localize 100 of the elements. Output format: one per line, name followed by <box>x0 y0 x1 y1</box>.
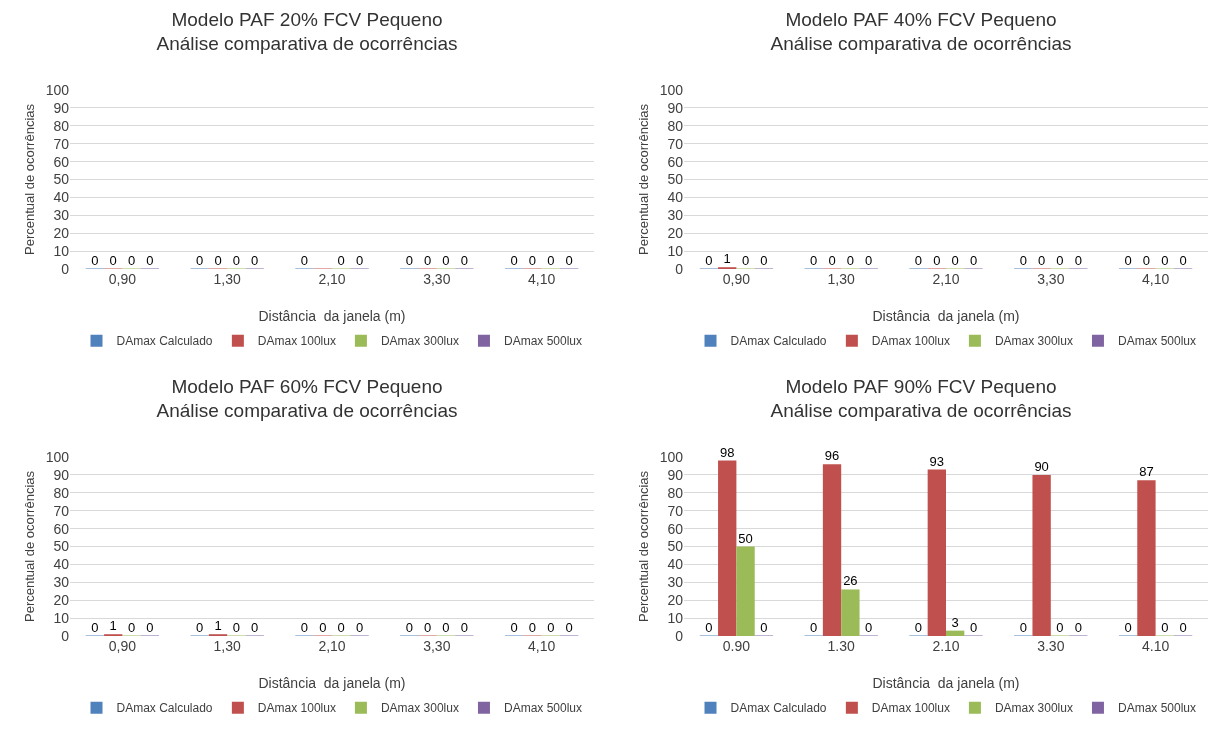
y-tick-label: 20 <box>667 592 684 609</box>
y-tick-label: 90 <box>53 99 70 116</box>
data-label: 0 <box>1074 619 1082 635</box>
y-tick-label: 80 <box>53 484 70 501</box>
y-tick-label: 90 <box>667 99 684 116</box>
legend-label: DAmax 300lux <box>380 701 459 716</box>
bar <box>841 589 860 636</box>
data-label: 0 <box>109 252 117 268</box>
data-label: 0 <box>251 252 259 268</box>
y-tick-label: 10 <box>53 243 70 259</box>
data-label: 0 <box>196 252 204 268</box>
data-label: 1 <box>723 251 731 267</box>
y-tick-label: 100 <box>45 448 70 465</box>
data-label: 0 <box>865 252 873 268</box>
data-label: 0 <box>760 252 768 268</box>
data-label: 0 <box>442 252 450 268</box>
y-axis-title: Percentual de ocorrências <box>636 103 651 256</box>
data-label: 0 <box>146 619 154 635</box>
data-label: 98 <box>720 444 735 460</box>
x-tick-label: 3.30 <box>1037 638 1065 654</box>
x-tick-label: 4,10 <box>1141 271 1170 287</box>
data-label: 0 <box>1124 619 1132 635</box>
y-tick-label: 10 <box>667 243 684 259</box>
chart-title: Modelo PAF 60% FCV Pequeno Análise comparativa de ocorrências <box>156 375 458 422</box>
y-tick-label: 30 <box>667 574 684 591</box>
legend-label: DAmax 500lux <box>1117 701 1197 716</box>
y-tick-label: 70 <box>667 502 684 519</box>
bar <box>736 546 755 636</box>
data-label: 0 <box>337 252 345 268</box>
data-label: 0 <box>442 619 450 635</box>
bar <box>1032 474 1051 636</box>
y-tick-label: 80 <box>667 117 684 134</box>
data-label: 0 <box>251 619 259 635</box>
y-tick-label: 90 <box>53 466 70 483</box>
y-tick-label: 60 <box>667 520 684 537</box>
x-tick-label: 0.90 <box>722 638 751 654</box>
x-tick-label: 2,10 <box>932 271 960 287</box>
data-label: 0 <box>460 252 468 268</box>
y-axis-title: Percentual de ocorrências <box>22 103 37 256</box>
y-tick-label: 50 <box>53 171 70 188</box>
data-label: 0 <box>705 619 713 635</box>
bar <box>927 469 946 636</box>
data-label: 93 <box>929 453 945 469</box>
y-tick-label: 60 <box>667 153 684 170</box>
y-tick-label: 100 <box>659 81 684 98</box>
data-label: 1 <box>214 618 222 634</box>
data-label: 0 <box>405 252 413 268</box>
data-label: 0 <box>337 619 345 635</box>
x-axis-title: Distância da janela (m) <box>872 675 1020 691</box>
data-label: 0 <box>232 252 240 268</box>
legend-label: DAmax 100lux <box>871 701 950 716</box>
data-label: 26 <box>843 573 858 589</box>
x-tick-label: 4,10 <box>527 271 556 287</box>
y-tick-label: 60 <box>53 153 70 170</box>
data-label: 0 <box>1056 252 1064 268</box>
data-label: 0 <box>1056 619 1064 635</box>
data-label: 0 <box>810 252 818 268</box>
y-axis-title: Percentual de ocorrências <box>636 470 651 623</box>
legend-label: DAmax Calculado <box>116 701 213 716</box>
legend-label: DAmax 500lux <box>503 701 583 716</box>
data-label: 0 <box>424 619 432 635</box>
bar <box>946 630 965 636</box>
data-label: 0 <box>951 252 959 268</box>
data-label: 0 <box>969 619 978 635</box>
x-tick-label: 1,30 <box>213 271 242 287</box>
x-tick-label: 1,30 <box>827 271 856 287</box>
y-tick-label: 40 <box>53 556 70 573</box>
legend-label: DAmax 300lux <box>380 334 459 349</box>
bar <box>822 464 842 636</box>
y-tick-label: 40 <box>667 189 684 206</box>
data-label: 0 <box>510 619 518 635</box>
data-label: 0 <box>127 619 136 635</box>
x-tick-label: 2,10 <box>318 271 346 287</box>
data-label: 0 <box>424 252 432 268</box>
data-label: 0 <box>300 252 309 268</box>
data-label: 0 <box>914 619 923 635</box>
x-tick-label: 0,90 <box>722 271 751 287</box>
data-label: 0 <box>547 252 555 268</box>
chart-title: Modelo PAF 20% FCV Pequeno Análise comparativa de ocorrências <box>156 8 458 55</box>
data-label: 3 <box>951 614 959 630</box>
data-label: 90 <box>1034 458 1049 474</box>
data-label: 0 <box>91 252 99 268</box>
y-tick-label: 20 <box>667 225 684 242</box>
data-label: 96 <box>824 448 840 464</box>
data-label: 0 <box>1161 252 1169 268</box>
data-label: 0 <box>547 619 555 635</box>
data-label: 0 <box>1179 252 1187 268</box>
legend-label: DAmax 300lux <box>994 334 1073 349</box>
y-tick-label: 10 <box>667 610 684 626</box>
x-tick-label: 3,30 <box>423 638 451 654</box>
data-label: 0 <box>510 252 518 268</box>
data-label: 0 <box>1074 252 1082 268</box>
data-label: 0 <box>127 252 136 268</box>
legend-label: DAmax 300lux <box>994 701 1073 716</box>
y-tick-label: 0 <box>61 260 70 277</box>
legend-label: DAmax 100lux <box>871 334 950 349</box>
x-tick-label: 3,30 <box>423 271 451 287</box>
x-tick-label: 1.30 <box>827 638 856 654</box>
y-tick-label: 50 <box>667 171 684 188</box>
y-tick-label: 60 <box>53 520 70 537</box>
